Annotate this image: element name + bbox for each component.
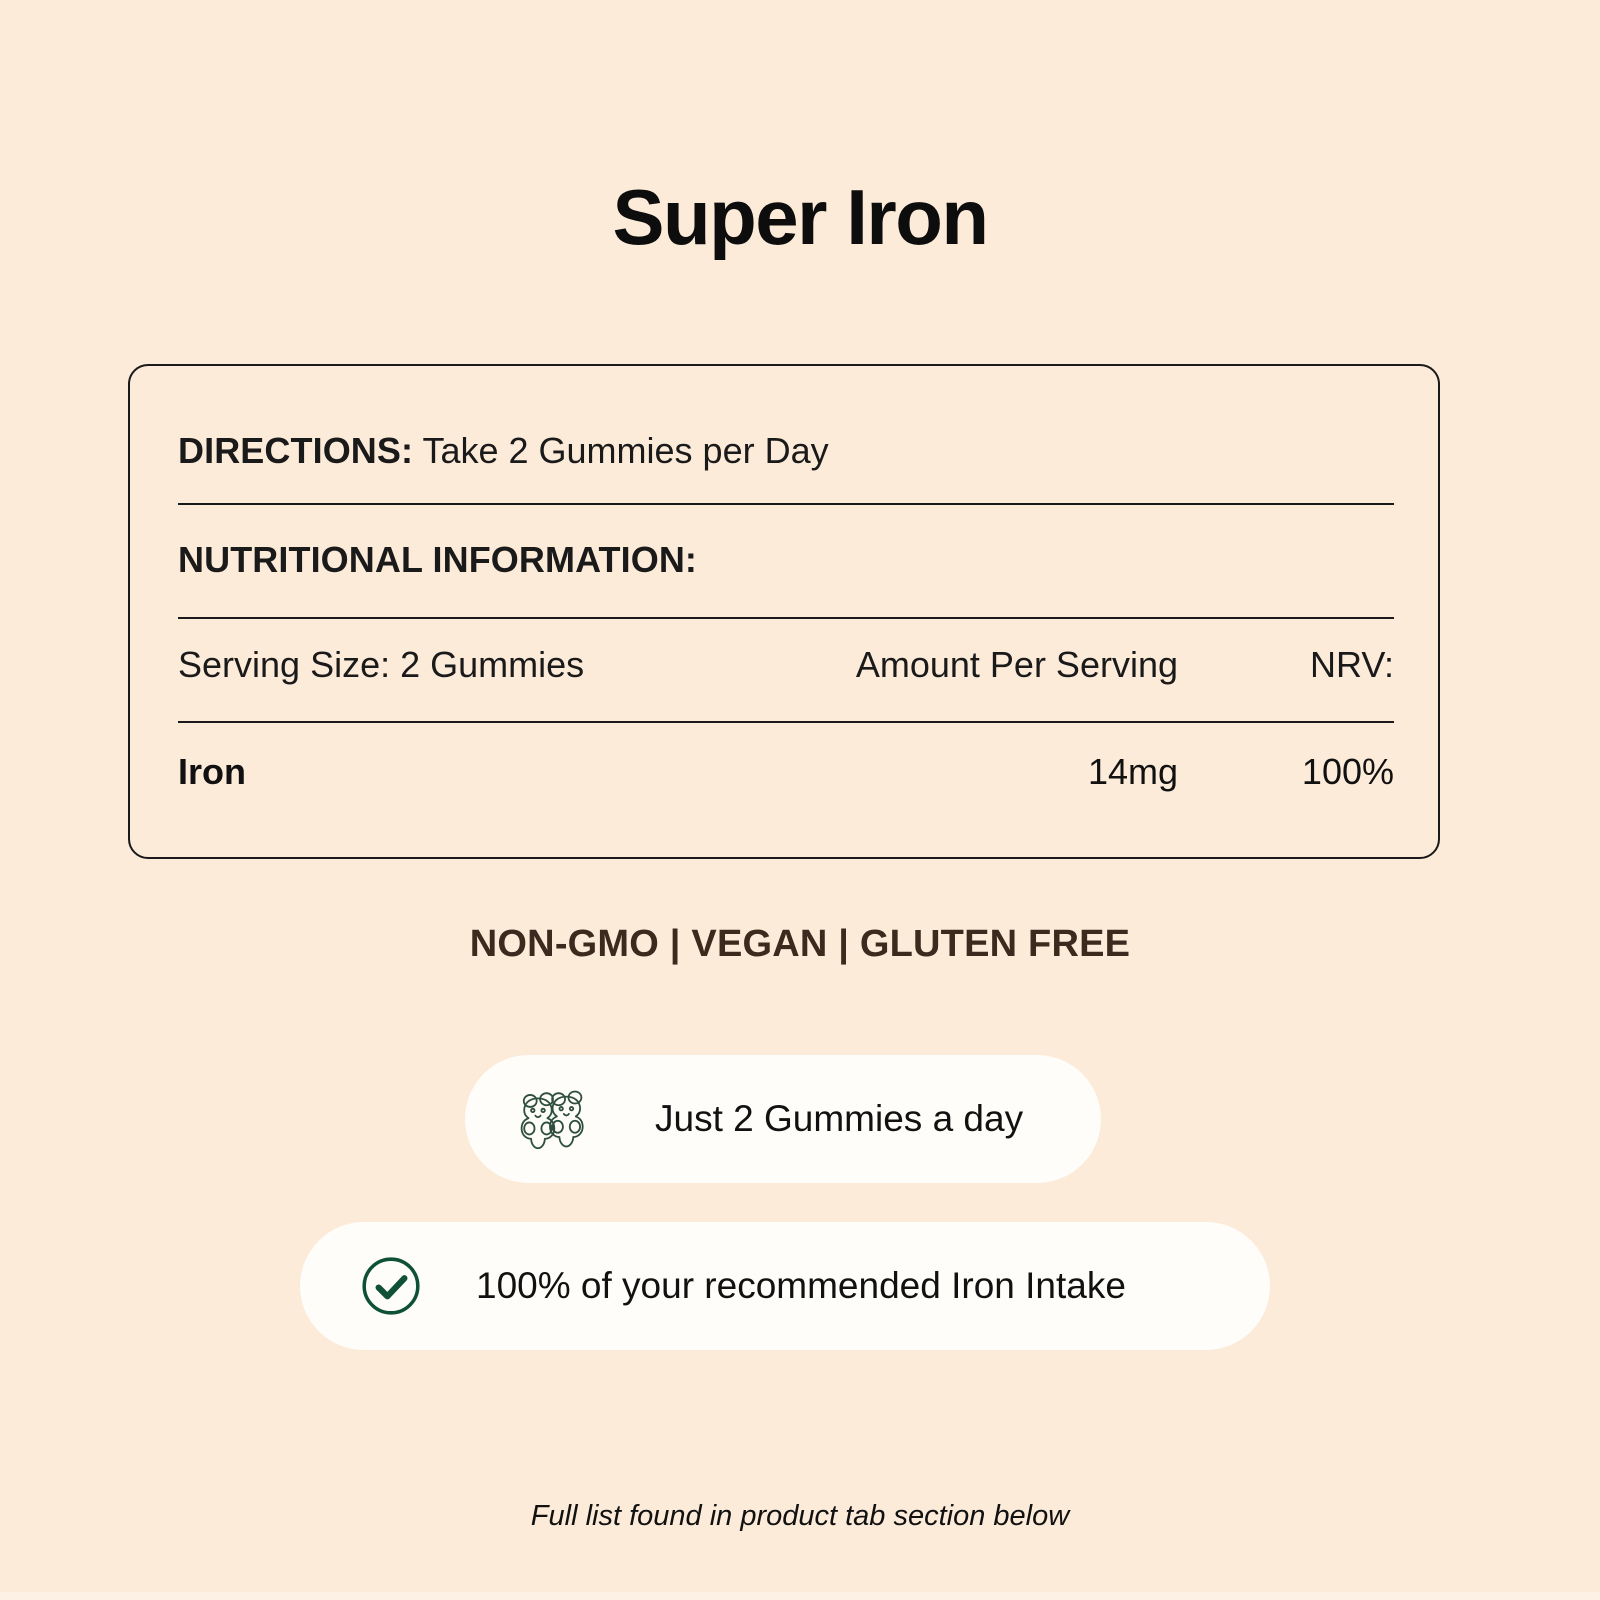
directions-row: DIRECTIONS: Take 2 Gummies per Day (178, 428, 1394, 473)
benefit-pill-label-gummies: Just 2 Gummies a day (655, 1098, 1024, 1139)
column-header-serving-size: Serving Size: 2 Gummies (178, 644, 585, 685)
footer-note: Full list found in product tab section b… (530, 1500, 1070, 1532)
divider-3 (178, 721, 1394, 723)
table-row: Iron 14mg 100% (178, 751, 1394, 793)
product-claims: NON-GMO | VEGAN | GLUTEN FREE (469, 923, 1131, 965)
nutrient-name: Iron (178, 751, 246, 792)
divider-2 (178, 617, 1394, 619)
nutrition-card: DIRECTIONS: Take 2 Gummies per Day NUTRI… (128, 364, 1440, 859)
column-header-amount-per-serving: Amount Per Serving (855, 644, 1178, 685)
nutrition-table-header-row: Serving Size: 2 Gummies Amount Per Servi… (178, 644, 1394, 686)
nutrient-amount: 14mg (1087, 751, 1178, 792)
column-header-nrv: NRV: (1309, 644, 1394, 685)
divider-1 (178, 503, 1394, 505)
directions-label: DIRECTIONS: (178, 430, 414, 471)
nutrition-card-content: DIRECTIONS: Take 2 Gummies per Day NUTRI… (178, 366, 1394, 857)
page-title: Super Iron (612, 173, 989, 261)
benefit-pill-gummies: Just 2 Gummies a day (465, 1055, 1101, 1183)
benefit-pill-intake: 100% of your recommended Iron Intake (300, 1222, 1270, 1350)
directions-value: Take 2 Gummies per Day (422, 430, 829, 471)
gummy-bears-icon (507, 1076, 593, 1162)
benefit-pill-label-intake: 100% of your recommended Iron Intake (476, 1265, 1126, 1306)
nutrient-nrv: 100% (1301, 751, 1394, 792)
circle-check-icon (358, 1253, 424, 1319)
nutritional-information-heading: NUTRITIONAL INFORMATION: (178, 539, 698, 580)
bottom-band (0, 1592, 1600, 1600)
